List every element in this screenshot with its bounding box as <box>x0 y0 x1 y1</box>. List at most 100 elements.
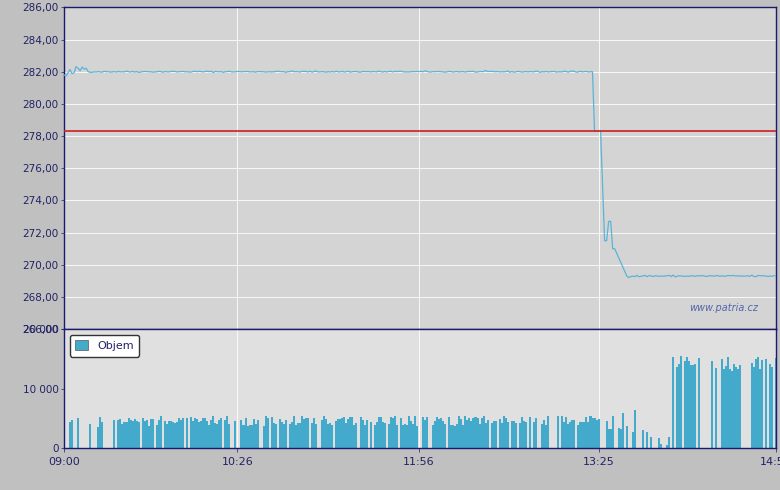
Bar <box>501 423 503 448</box>
Bar <box>545 425 547 448</box>
Bar <box>672 357 674 448</box>
Bar <box>299 423 301 448</box>
Bar <box>487 420 488 448</box>
Bar <box>410 420 412 448</box>
Bar <box>281 422 283 448</box>
Bar <box>156 425 158 448</box>
Bar <box>133 419 136 448</box>
Bar <box>99 416 101 448</box>
Bar <box>757 357 759 448</box>
Bar <box>174 423 176 448</box>
Bar <box>190 417 192 448</box>
Bar <box>370 422 371 448</box>
Bar <box>147 426 150 448</box>
Bar <box>323 416 325 448</box>
Bar <box>392 418 394 448</box>
Bar <box>432 425 434 448</box>
Bar <box>632 433 634 448</box>
Bar <box>547 416 549 448</box>
Bar <box>208 425 211 448</box>
Bar <box>249 425 250 448</box>
Bar <box>271 417 273 448</box>
Bar <box>215 423 216 448</box>
Bar <box>235 421 236 448</box>
Bar <box>363 425 366 448</box>
Bar <box>414 416 416 448</box>
Bar <box>445 423 446 448</box>
Bar <box>394 416 395 448</box>
Bar <box>679 364 680 448</box>
Bar <box>384 423 386 448</box>
Bar <box>583 422 586 448</box>
Bar <box>680 356 682 448</box>
Bar <box>378 417 380 448</box>
Bar <box>543 420 545 448</box>
Bar <box>136 421 137 448</box>
Bar <box>315 424 317 448</box>
Bar <box>511 420 512 448</box>
Bar <box>275 424 277 448</box>
Bar <box>170 421 172 448</box>
Bar <box>176 421 178 448</box>
Bar <box>466 420 469 448</box>
Bar <box>160 416 161 448</box>
Bar <box>246 426 249 448</box>
Bar <box>646 432 648 448</box>
Bar <box>454 426 456 448</box>
Bar <box>283 424 285 448</box>
Bar <box>491 423 493 448</box>
Bar <box>727 357 729 448</box>
Bar <box>452 425 454 448</box>
Bar <box>200 421 202 448</box>
Bar <box>273 423 275 448</box>
Bar <box>660 444 662 448</box>
Bar <box>666 444 668 448</box>
Bar <box>123 422 126 448</box>
Bar <box>581 422 583 448</box>
Bar <box>686 357 688 448</box>
Bar <box>684 361 686 448</box>
Bar <box>335 421 337 448</box>
Bar <box>164 421 166 448</box>
Bar <box>376 422 378 448</box>
Bar <box>590 416 591 448</box>
Bar <box>166 424 168 448</box>
Bar <box>113 420 115 448</box>
Bar <box>267 418 269 448</box>
Bar <box>580 421 581 448</box>
Bar <box>751 364 753 448</box>
Bar <box>297 423 299 448</box>
Bar <box>356 422 357 448</box>
Bar <box>450 425 452 448</box>
Bar <box>775 358 777 448</box>
Bar <box>253 418 254 448</box>
Bar <box>404 424 406 448</box>
Legend: Objem: Objem <box>69 335 140 357</box>
Bar <box>515 423 517 448</box>
Bar <box>725 367 727 448</box>
Bar <box>759 368 761 448</box>
Bar <box>711 361 713 448</box>
Bar <box>202 418 204 448</box>
Bar <box>388 424 390 448</box>
Bar <box>650 437 652 448</box>
Bar <box>469 418 470 448</box>
Bar <box>343 417 346 448</box>
Bar <box>254 424 257 448</box>
Bar <box>263 426 264 448</box>
Bar <box>493 421 495 448</box>
Bar <box>690 365 693 448</box>
Bar <box>352 416 353 448</box>
Bar <box>244 417 246 448</box>
Bar <box>243 425 244 448</box>
Bar <box>400 418 402 448</box>
Bar <box>498 419 501 448</box>
Bar <box>416 426 418 448</box>
Bar <box>98 427 99 448</box>
Bar <box>483 416 484 448</box>
Bar <box>464 416 466 448</box>
Bar <box>571 420 573 448</box>
Bar <box>212 416 215 448</box>
Bar <box>366 420 367 448</box>
Bar <box>321 420 323 448</box>
